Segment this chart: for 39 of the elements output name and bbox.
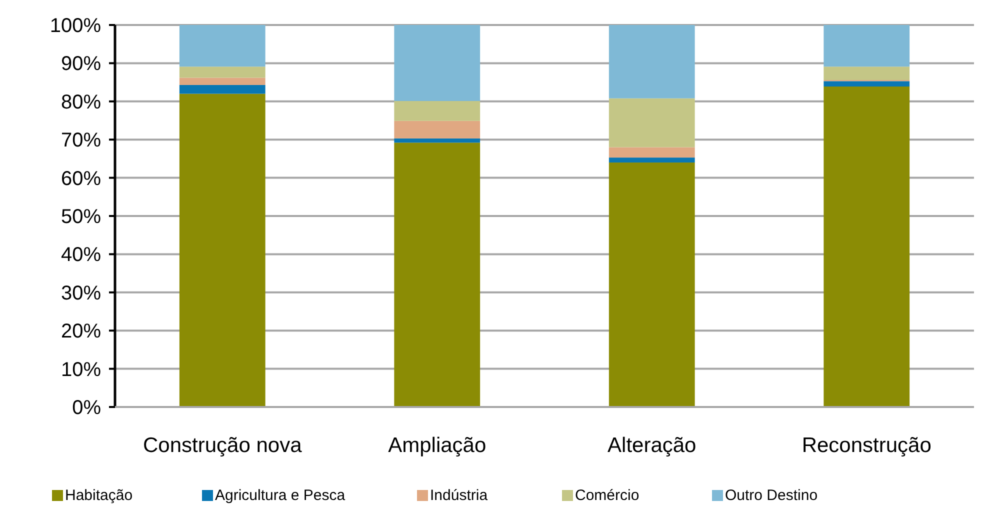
bar xyxy=(394,142,480,407)
bar xyxy=(824,25,910,67)
y-tick-label: 100% xyxy=(50,15,102,37)
legend-label: Comércio xyxy=(575,487,640,504)
legend-label: Outro Destino xyxy=(725,487,818,504)
bar xyxy=(608,147,695,158)
y-tick-label: 20% xyxy=(60,320,102,343)
y-tick-label: 60% xyxy=(60,168,102,190)
y-tick-label: 40% xyxy=(60,244,102,266)
y-tick-label: 0% xyxy=(72,397,102,419)
bar xyxy=(179,25,266,67)
legend-label: Indústria xyxy=(430,487,488,504)
y-tick-label: 30% xyxy=(60,282,102,304)
legend-label: Habitação xyxy=(65,487,133,504)
y-tick-label: 80% xyxy=(60,91,102,114)
x-tick-label: Alteração xyxy=(608,434,696,457)
x-tick-label: Reconstrução xyxy=(802,434,932,457)
bar xyxy=(608,158,695,163)
bar xyxy=(179,66,266,78)
y-tick-label: 90% xyxy=(60,53,102,76)
bar xyxy=(179,84,266,94)
bar xyxy=(608,98,695,148)
bar xyxy=(179,78,266,85)
y-tick-label: 70% xyxy=(60,130,102,152)
legend-label: Agricultura e Pesca xyxy=(215,487,346,504)
bar xyxy=(824,66,910,80)
x-tick-label: Construção nova xyxy=(142,434,302,457)
y-tick-label: 50% xyxy=(60,206,102,228)
x-tick-label: Ampliação xyxy=(388,434,486,457)
bar xyxy=(608,25,695,98)
bar xyxy=(824,86,910,407)
bar xyxy=(394,138,480,143)
bar xyxy=(608,162,695,407)
bar xyxy=(394,25,480,102)
y-tick-label: 10% xyxy=(60,358,102,381)
bar xyxy=(824,81,910,86)
bar xyxy=(394,101,480,121)
bar xyxy=(394,120,480,138)
bar xyxy=(179,94,266,407)
